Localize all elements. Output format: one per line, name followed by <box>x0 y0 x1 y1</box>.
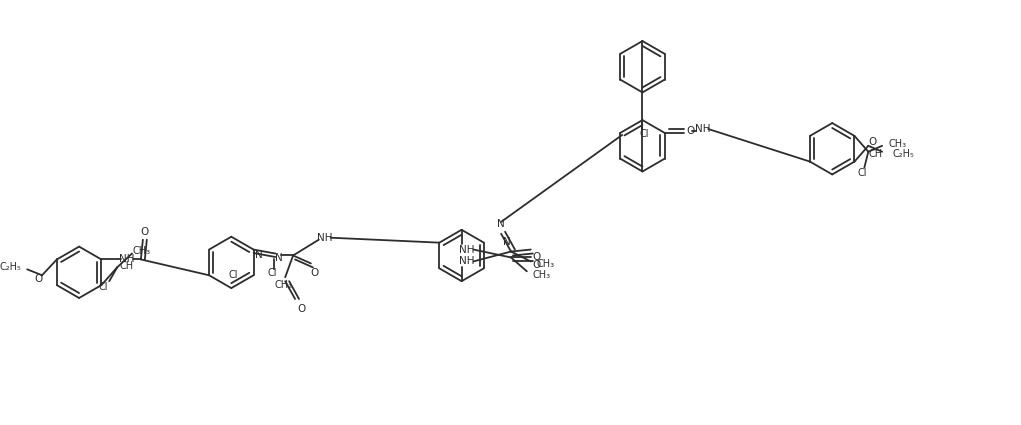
Text: Cl: Cl <box>640 129 649 139</box>
Text: NH: NH <box>694 124 710 134</box>
Text: C₂H₅: C₂H₅ <box>892 149 914 159</box>
Text: Cl: Cl <box>268 268 277 278</box>
Text: Cl: Cl <box>858 168 867 178</box>
Text: O: O <box>868 137 876 147</box>
Text: CH: CH <box>868 149 882 159</box>
Text: O: O <box>686 126 694 136</box>
Text: CH₃: CH₃ <box>133 246 151 255</box>
Text: N: N <box>503 237 510 246</box>
Text: N: N <box>276 253 283 264</box>
Text: C₂H₅: C₂H₅ <box>0 262 21 272</box>
Text: O: O <box>34 274 42 284</box>
Text: CH₃: CH₃ <box>537 259 554 269</box>
Text: O: O <box>533 252 541 263</box>
Text: Cl: Cl <box>99 282 108 292</box>
Text: CH₂: CH₂ <box>275 280 292 290</box>
Text: NH: NH <box>458 244 475 255</box>
Text: N: N <box>254 249 262 260</box>
Text: Cl: Cl <box>229 270 238 280</box>
Text: O: O <box>297 304 305 314</box>
Text: NH: NH <box>119 255 135 264</box>
Text: O: O <box>141 227 149 237</box>
Text: NH: NH <box>317 233 333 243</box>
Text: NH: NH <box>458 256 475 266</box>
Text: O: O <box>310 268 319 278</box>
Text: N: N <box>497 219 505 229</box>
Text: CH₃: CH₃ <box>888 139 907 149</box>
Text: CH₃: CH₃ <box>533 270 551 280</box>
Text: O: O <box>533 261 541 270</box>
Text: CH: CH <box>119 261 134 272</box>
